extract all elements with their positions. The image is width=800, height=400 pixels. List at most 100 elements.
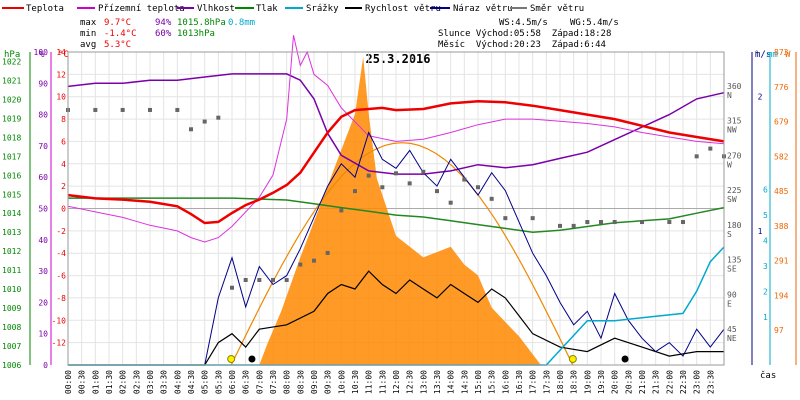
- info-slunce: Slunce Východ:05:58 Západ:18:28: [438, 29, 611, 39]
- tick-time-2: 01:00: [91, 370, 100, 394]
- tick-hpa-2: 1020: [2, 95, 21, 104]
- stat-min-temp: -1.4°C: [104, 29, 137, 39]
- tick-temp-6: 2: [61, 182, 66, 191]
- tick-hpa-7: 1015: [2, 190, 21, 199]
- axis-units: hPa % °C ° m/s mm W: [4, 50, 791, 60]
- wind-dir-point-35: [640, 220, 644, 225]
- wind-dir-point-8: [230, 285, 234, 290]
- wind-dir-point-6: [202, 119, 207, 124]
- tick-time-47: 23:30: [706, 370, 715, 394]
- moon-event-moonset: [248, 355, 256, 363]
- wind-dir-point-26: [476, 185, 480, 190]
- info-mesic: Měsíc Východ:20:23 Západ:6:44: [438, 40, 606, 50]
- tick-time-3: 01:30: [105, 370, 114, 394]
- tick-hpa-5: 1017: [2, 152, 21, 161]
- wind-dir-point-25: [462, 177, 467, 182]
- tick-dir-1: 315: [727, 117, 742, 126]
- pressure-line: [68, 197, 725, 233]
- tick-dir-5: 135: [727, 256, 742, 265]
- x-axis-label: čas: [760, 370, 776, 381]
- tick-time-8: 04:00: [173, 370, 182, 394]
- tick-dir-0: 360: [727, 82, 742, 91]
- unit-mm: mm: [767, 50, 778, 60]
- wind-dir-point-39: [708, 146, 713, 151]
- wind-dir-point-10: [257, 277, 262, 282]
- unit-w: W: [785, 50, 791, 60]
- tick-hpa-15: 1007: [2, 342, 21, 351]
- tick-hpa-14: 1008: [2, 323, 21, 332]
- tick-time-44: 22:00: [665, 370, 674, 394]
- tick-time-11: 05:30: [214, 370, 223, 394]
- wind-dir-point-31: [571, 223, 576, 228]
- unit-temp: °C: [58, 50, 69, 60]
- tick-pct-2: 80: [38, 111, 48, 120]
- info-block: WS:4.5m/s WG:5.4m/s Slunce Východ:05:58 …: [438, 18, 619, 50]
- tick-pct-0: 100: [34, 48, 49, 57]
- tick-time-12: 06:00: [228, 370, 237, 394]
- series-layer: [66, 35, 726, 366]
- sun-event-sunrise: [227, 355, 236, 363]
- wind-dir-point-29: [530, 216, 535, 221]
- right-axes: 360N315NW270W225SW180S135SE90E45NE216543…: [727, 48, 797, 365]
- sun-arc: [230, 142, 574, 366]
- legend-label-wind-speed: Rychlost větru: [365, 4, 441, 14]
- stat-avg-temp: 5.3°C: [104, 40, 131, 50]
- tick-dir-compass-4: S: [727, 230, 732, 239]
- sun-event-sunset: [568, 355, 577, 363]
- tick-time-15: 07:30: [269, 370, 278, 394]
- tick-temp-12: -10: [52, 316, 67, 325]
- unit-ms: m/s: [755, 50, 771, 60]
- wind-dir-point-18: [366, 173, 371, 178]
- wind-gust-line: [68, 131, 725, 366]
- wind-dir-point-30: [558, 223, 562, 228]
- tick-time-19: 09:30: [324, 370, 333, 394]
- tick-time-13: 06:30: [242, 370, 251, 394]
- legend-label-ground-temp: Přízemní teplota: [98, 4, 185, 14]
- tick-dir-compass-6: E: [727, 299, 732, 308]
- tick-temp-5: 4: [61, 160, 66, 169]
- left-axes: 1022102110201019101810171016101510141013…: [2, 48, 66, 370]
- tick-time-29: 14:30: [460, 370, 469, 394]
- ground-temp-line: [67, 35, 725, 243]
- wind-dir-point-27: [489, 196, 494, 201]
- tick-time-36: 18:00: [556, 370, 565, 394]
- wind-dir-point-24: [448, 200, 453, 205]
- solar-area: [68, 56, 724, 365]
- tick-hpa-13: 1009: [2, 304, 21, 313]
- info-ws: WS:4.5m/s: [499, 18, 548, 28]
- wind-dir-point-22: [421, 169, 426, 174]
- tick-time-33: 16:30: [515, 370, 524, 394]
- tick-mm-4: 2: [763, 288, 768, 297]
- tick-time-39: 19:30: [597, 370, 606, 394]
- stat-min-press: 1013hPa: [177, 29, 215, 39]
- tick-time-27: 13:30: [433, 370, 442, 394]
- info-wg: WG:5.4m/s: [570, 18, 619, 28]
- tick-time-30: 15:00: [474, 370, 483, 394]
- wind-dir-point-3: [148, 107, 152, 112]
- tick-hpa-8: 1014: [2, 209, 21, 218]
- tick-hpa-3: 1019: [2, 114, 21, 123]
- plot-frame: [67, 51, 725, 366]
- tick-temp-11: -8: [56, 294, 66, 303]
- tick-dir-3: 225: [727, 186, 742, 195]
- tick-pct-5: 50: [38, 205, 48, 214]
- tick-time-42: 21:00: [638, 370, 647, 394]
- tick-time-0: 00:00: [64, 370, 73, 394]
- tick-time-35: 17:30: [542, 370, 551, 394]
- tick-temp-7: 0: [61, 205, 66, 214]
- unit-hpa: hPa: [4, 50, 20, 60]
- tick-time-32: 16:00: [501, 370, 510, 394]
- tick-w-7: 194: [774, 291, 789, 300]
- legend-label-temperature: Teplota: [26, 4, 64, 14]
- tick-time-10: 05:00: [201, 370, 210, 394]
- wind-dir-point-34: [612, 220, 617, 225]
- tick-dir-7: 45: [727, 325, 737, 334]
- tick-time-28: 14:00: [447, 370, 456, 394]
- stat-min-label: min: [80, 29, 96, 39]
- tick-mm-5: 1: [763, 313, 768, 322]
- wind-dir-point-4: [175, 107, 180, 112]
- tick-time-6: 03:00: [146, 370, 155, 394]
- tick-time-40: 20:00: [611, 370, 620, 394]
- wind-dir-point-36: [667, 220, 672, 225]
